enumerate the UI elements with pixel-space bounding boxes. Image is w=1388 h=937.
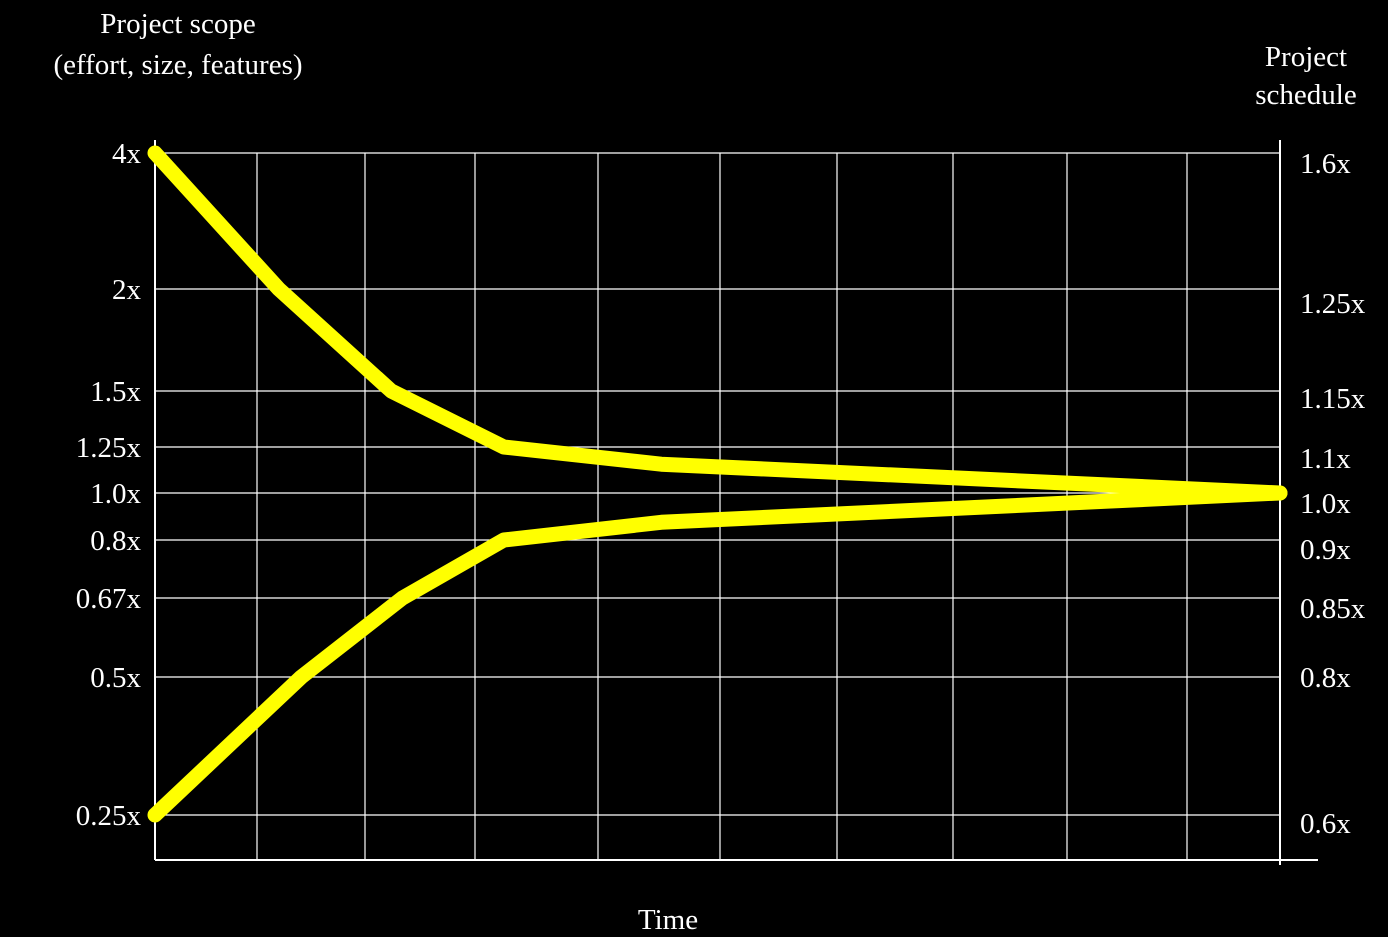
series-line-0 [147,145,1288,501]
right-tick-label-6: 0.85x [1300,593,1366,625]
series-line-1 [147,485,1288,823]
left-tick-label-4: 1.0x [90,478,141,510]
left-tick-label-2: 1.5x [90,376,141,408]
left-tick-label-6: 0.67x [76,583,142,615]
left-axis-ticks: 4x 2x 1.5x 1.25x 1.0x 0.8x 0.67x 0.5x 0.25x [76,138,142,832]
right-tick-label-5: 0.9x [1300,534,1351,566]
right-tick-label-7: 0.8x [1300,662,1351,694]
right-tick-label-4: 1.0x [1300,488,1351,520]
left-tick-label-3: 1.25x [76,432,142,464]
right-tick-label-0: 1.6x [1300,148,1351,180]
right-tick-label-1: 1.25x [1300,288,1366,320]
left-axis-title-line-2: (effort, size, features) [53,49,302,81]
right-tick-label-3: 1.1x [1300,443,1351,475]
series-group [147,145,1288,823]
left-tick-label-1: 2x [112,274,142,306]
left-axis-title-line-1: Project scope [100,8,255,40]
left-tick-label-0: 4x [112,138,142,170]
x-axis-title: Time [638,904,698,936]
left-tick-label-8: 0.25x [76,800,142,832]
right-tick-label-8: 0.6x [1300,808,1351,840]
left-tick-label-5: 0.8x [90,525,141,557]
left-tick-label-7: 0.5x [90,662,141,694]
right-tick-label-2: 1.15x [1300,383,1366,415]
right-axis-ticks: 1.6x 1.25x 1.15x 1.1x 1.0x 0.9x 0.85x 0.8x 0.6x [1300,148,1366,840]
grid [155,152,1280,860]
right-axis-title-line-1: Project [1265,41,1347,73]
axes [154,140,1318,865]
right-axis-title-line-2: schedule [1255,79,1356,111]
